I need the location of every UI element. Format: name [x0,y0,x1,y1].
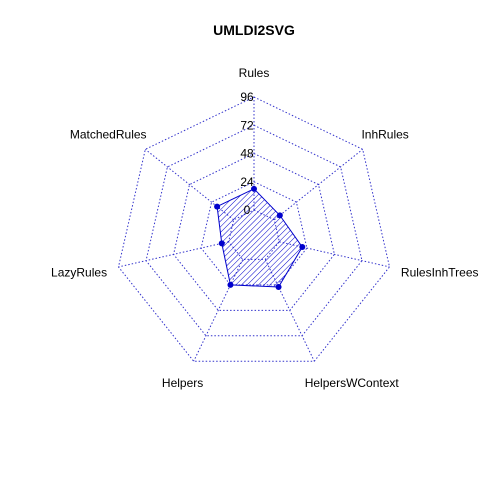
axis-label-helperswcontext: HelpersWContext [305,376,400,390]
data-point-rules [251,185,257,192]
series-area-0 [216,188,303,288]
tick-label-24: 24 [240,175,254,189]
grid-ring-2 [173,152,335,311]
data-point-lazyrules [218,240,225,247]
data-point-helperswcontext [275,283,282,290]
tick-label-72: 72 [240,118,254,132]
tick-label-48: 48 [240,147,254,161]
data-point-helpers [227,281,234,288]
data-point-inhrules [276,212,283,219]
axis-label-rulesinhtrees: RulesInhTrees [401,265,479,279]
spoke-lazyrules [118,241,229,268]
grid-ring-3 [145,124,363,337]
tick-label-96: 96 [240,90,254,104]
axis-label-helpers: Helpers [162,376,203,390]
axis-label-inhrules: InhRules [361,127,408,141]
axis-label-lazyrules: LazyRules [51,265,107,279]
chart-title: UMLDI2SVG [213,22,295,38]
data-point-rulesinhtrees [299,244,306,251]
spoke-inhrules [274,148,363,221]
label-layer: 0 24 48 72 96 Rules InhRules RulesInhTrees Helpe… [51,66,478,390]
grid-ring-4 [117,96,391,362]
axis-label-matchedrules: MatchedRules [70,127,147,141]
tick-label-0: 0 [244,203,251,217]
series-layer [214,185,306,290]
axis-label-rules: Rules [239,66,270,80]
data-point-matchedrules [214,203,221,210]
